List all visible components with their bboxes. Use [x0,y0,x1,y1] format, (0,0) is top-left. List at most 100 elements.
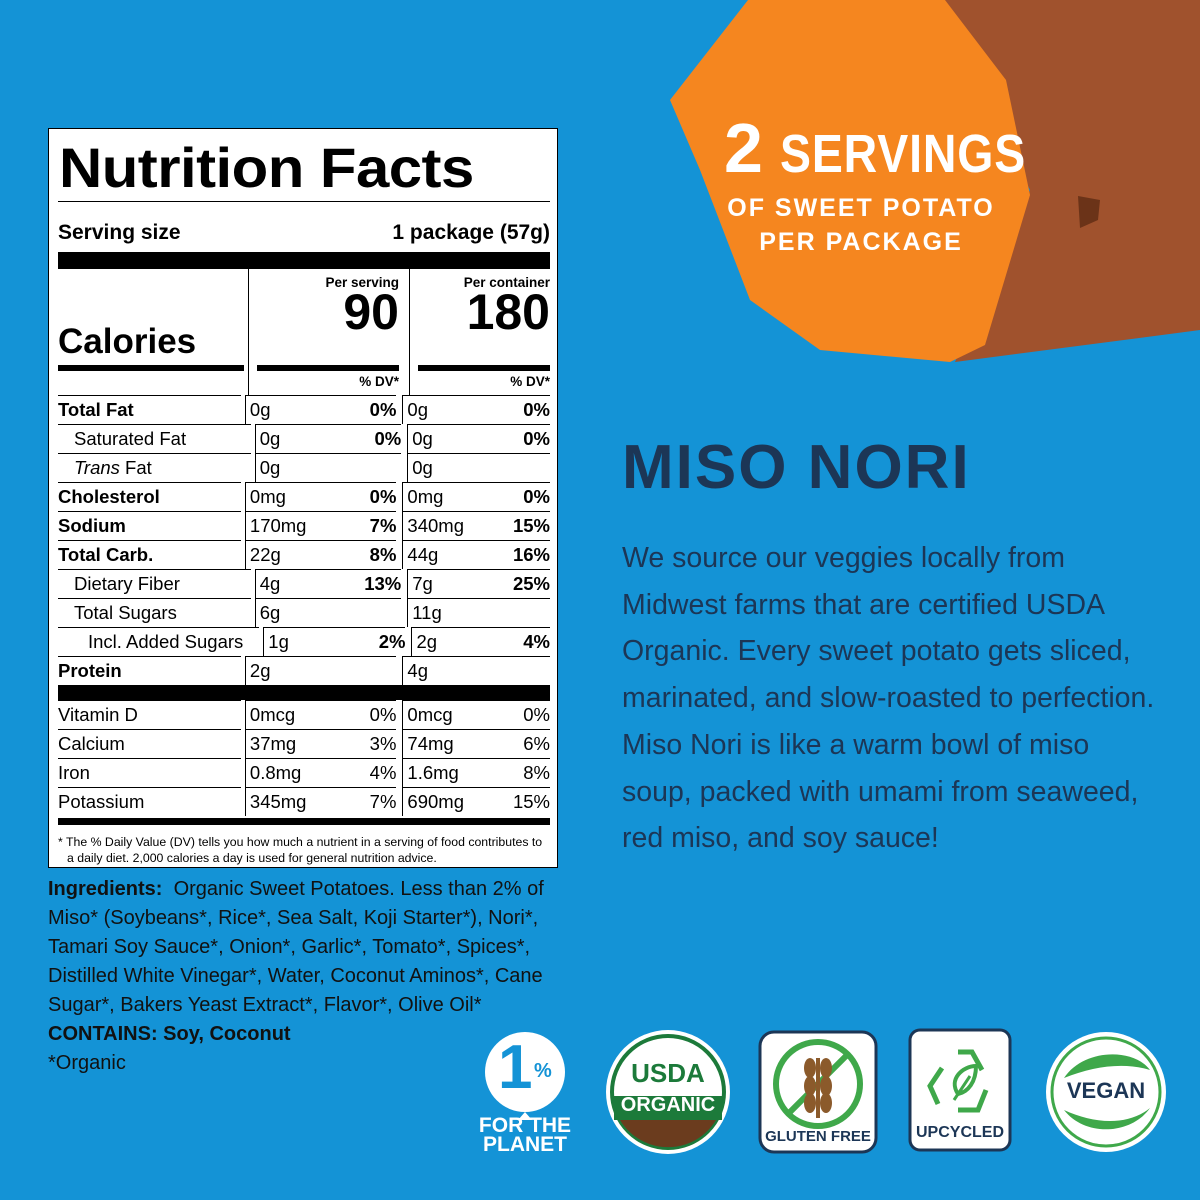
per-serving-cell: 0g 0% [244,395,397,424]
one-percent-line2: PLANET [483,1133,567,1156]
daily-value-percent: 15% [512,791,550,812]
amount: 0.8mg [249,762,302,783]
daily-value-percent: 3% [369,733,397,754]
per-serving-cell: 0g 0% [254,424,402,453]
nutrient-name: Vitamin D [58,700,241,729]
dv-label-serving: % DV* [359,374,399,389]
per-container-cell: 340mg 15% [402,511,550,540]
daily-value-percent: 0% [523,399,550,420]
amount: 0mg [249,486,286,507]
daily-value-percent: 0% [523,486,550,507]
amount: 2g [416,631,438,652]
amount: 74mg [407,733,454,754]
usda-text: USDA [631,1058,705,1088]
calories-per-container: 180 [466,284,550,340]
one-percent-line1: FOR THE [478,1114,572,1137]
per-container-cell: 690mg 15% [402,787,550,816]
product-name: MISO NORI [622,433,971,502]
nutrient-label: Calcium [58,733,125,754]
amount: 170mg [249,515,307,536]
nutrient-label: Protein [58,660,122,681]
per-container-cell: 1.6mg 8% [402,758,550,787]
daily-value-percent: 0% [369,486,397,507]
organic-text: ORGANIC [620,1094,716,1116]
daily-value-percent: 0% [369,704,397,725]
amount: 11g [412,602,442,623]
amount: 2g [249,660,271,681]
daily-value-percent: 8% [369,544,397,565]
thick-divider [58,685,550,700]
nutrient-row: Total Sugars 6g 11g [58,598,550,627]
amount: 0mcg [249,704,296,725]
per-container-label: Per container [463,275,550,290]
per-serving-cell: 0mcg 0% [244,700,397,729]
vitamin-row: Calcium 37mg 3% 74mg 6% [58,729,550,758]
amount: 0g [412,428,433,449]
amount: 7g [412,573,433,594]
nutrient-name: Dietary Fiber [58,569,251,598]
ingredients-label: Ingredients: [48,878,163,900]
nutrient-row: Saturated Fat 0g 0% 0g 0% [58,424,550,453]
vegan-text: VEGAN [1066,1078,1146,1103]
per-serving-cell: 0.8mg 4% [244,758,397,787]
potato-spot [1078,196,1100,228]
dv-footnote: * The % Daily Value (DV) tells you how m… [58,835,543,865]
daily-value-percent: 25% [512,573,550,594]
amount: 4g [407,660,428,681]
daily-value-percent: 2% [378,631,406,652]
per-serving-cell: 6g [254,598,402,627]
thick-divider [58,818,550,825]
nutrient-row: Dietary Fiber 4g 13% 7g 25% [58,569,550,598]
per-serving-cell: 22g 8% [244,540,397,569]
nutrient-label: Trans [74,457,120,478]
nutrient-label-suffix: Fat [119,457,152,478]
per-container-cell: 0g [407,453,550,482]
amount: 0mcg [407,704,453,725]
ingredients-block: Ingredients: Organic Sweet Potatoes. Les… [48,875,548,1078]
nutrition-title: Nutrition Facts [59,136,474,199]
ingredients-text: Organic Sweet Potatoes. Less than 2% of … [48,878,544,1016]
nutrient-name: Sodium [58,511,241,540]
per-container-cell: 0mcg 0% [402,700,550,729]
amount: 6g [259,602,281,623]
dv-header-row: % DV* % DV* [58,365,550,395]
nutrient-row: Incl. Added Sugars 1g 2% 2g 4% [58,627,550,656]
nutrient-label: Total Fat [58,399,134,420]
thick-divider [58,252,550,269]
amount: 1.6mg [407,762,459,783]
amount: 690mg [407,791,464,812]
nutrient-name: Trans Fat [58,453,251,482]
amount: 340mg [407,515,464,536]
calories-per-serving: 90 [343,284,399,340]
per-serving-cell: 0g [254,453,402,482]
nutrient-label: Total Sugars [74,602,177,623]
contains-allergens: CONTAINS: Soy, Coconut [48,1023,291,1045]
nutrient-name: Total Sugars [58,598,251,627]
serving-value: 1 package (57g) [392,221,550,244]
amount: 0g [259,457,281,478]
per-container-cell: 4g [402,656,550,685]
dv-label-container: % DV* [510,374,550,389]
per-container-cell: 0g 0% [407,424,550,453]
amount: 4g [259,573,281,594]
daily-value-percent: 7% [369,791,397,812]
calories-label: Calories [58,322,197,361]
amount: 1g [268,631,289,652]
divider [58,201,550,202]
nutrient-name: Saturated Fat [58,424,251,453]
amount: 345mg [249,791,307,812]
organic-note: *Organic [48,1052,126,1074]
nutrient-row: Total Fat 0g 0% 0g 0% [58,395,550,424]
per-serving-cell: 345mg 7% [244,787,397,816]
nutrient-rows: Total Fat 0g 0% 0g 0% Saturated Fat 0g 0% 0g 0% Tr… [58,395,550,685]
per-serving-cell: 170mg 7% [244,511,397,540]
usda-organic-logo: USDA ORGANIC [604,1028,732,1156]
amount: 0mg [407,486,444,507]
nutrient-name: Total Fat [58,395,241,424]
servings-label: SERVINGS [780,124,1027,184]
amount: 0g [407,399,428,420]
amount: 0g [259,428,281,449]
per-serving-cell: 4g 13% [254,569,402,598]
calories-row: Calories Per serving 90 Per container 18… [58,269,550,371]
